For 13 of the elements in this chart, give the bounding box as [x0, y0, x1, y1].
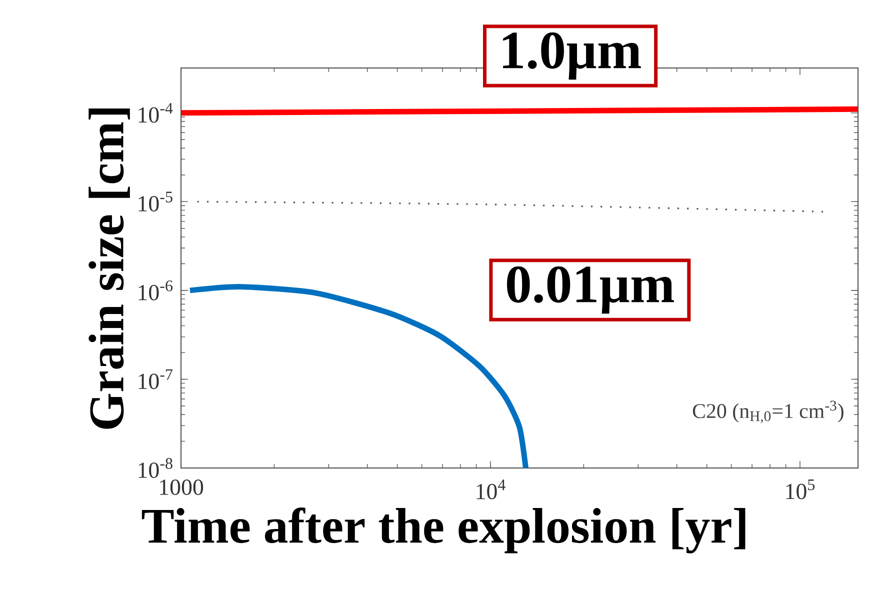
- x-tick-label: 1000: [160, 480, 204, 495]
- annotation: 0.01µm: [506, 266, 674, 314]
- y-tick-label: 10$^{-8}$: [138, 458, 172, 478]
- annotation: C20 (n$_{H,0}$=1 cm$^{-3}$): [692, 400, 844, 424]
- x-axis-title: Time after the explosion [yr]: [142, 508, 746, 554]
- y-tick-label: 10$^{-5}$: [138, 192, 172, 212]
- y-axis-title: Grain size [cm]: [88, 108, 130, 429]
- x-tick-label: 10$^{5}$: [786, 480, 815, 500]
- y-tick-label: 10$^{-4}$: [138, 102, 173, 123]
- y-tick-label: 10$^{-6}$: [138, 280, 173, 300]
- annotation: 1.0µm: [503, 32, 641, 80]
- y-tick-label: 10$^{-7}$: [138, 369, 173, 390]
- x-tick-label: 10$^{4}$: [476, 480, 506, 500]
